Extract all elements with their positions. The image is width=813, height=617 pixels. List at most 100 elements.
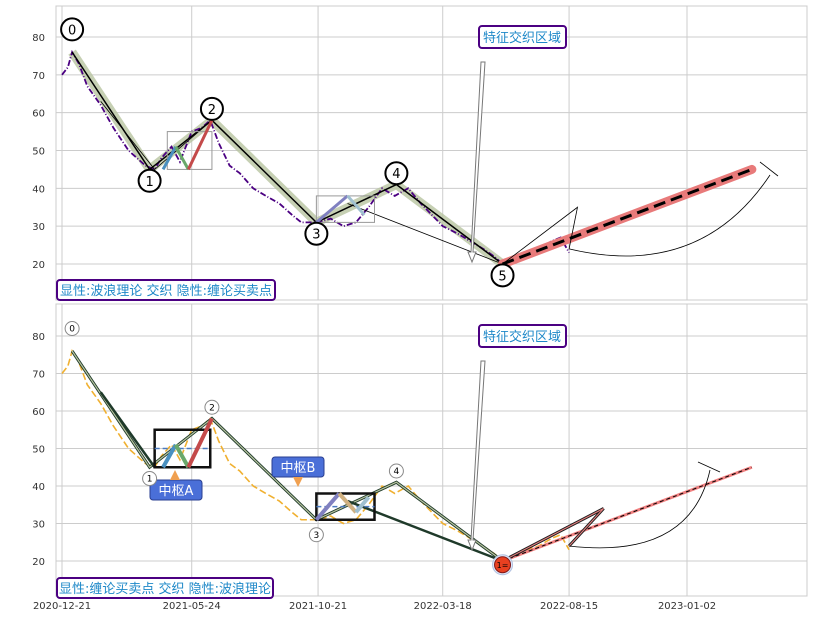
x-tick-label: 2023-01-02 <box>658 601 716 612</box>
x-tick-label: 2022-03-18 <box>414 601 472 612</box>
top-y-tick-label: 20 <box>32 260 45 271</box>
sub-wave-line <box>99 391 156 468</box>
top-y-tick-label: 40 <box>32 184 45 195</box>
arc-cap <box>759 161 779 177</box>
price-series-line <box>61 49 570 266</box>
zigzag-segment <box>173 443 191 469</box>
zigzag-segment <box>161 443 178 469</box>
zigzag-segment <box>354 495 371 514</box>
bottom-wave-label-5: 1= <box>492 554 514 576</box>
top-y-tick-label: 70 <box>32 71 45 82</box>
x-tick-label: 2021-05-24 <box>163 601 221 612</box>
wave-label-circle <box>60 17 85 42</box>
bottom-region-annotation: 特征交织区域 <box>478 324 567 348</box>
arc-cap <box>697 461 721 473</box>
projection-line <box>502 466 753 562</box>
wave-label-circle <box>388 463 404 479</box>
top-y-tick-label: 60 <box>32 109 45 120</box>
wave-series-line <box>71 350 503 562</box>
bottom-y-tick-label: 30 <box>32 520 45 531</box>
pivot-callout <box>170 470 180 480</box>
x-tick-label: 2022-08-15 <box>540 601 598 612</box>
bottom-y-tick-label: 80 <box>32 332 45 343</box>
zigzag-segment <box>174 145 190 171</box>
wave-label-text: 2 <box>208 103 216 118</box>
wave-label-circle <box>490 263 515 288</box>
sub-wave-line <box>347 203 503 265</box>
top-y-tick-label: 50 <box>32 147 45 158</box>
pivot-label-0: 中枢A <box>149 479 203 501</box>
wave-label-text: 3 <box>314 531 320 541</box>
bottom-y-ticks: 20 30 40 50 60 70 80 <box>32 332 45 568</box>
top-region-label: 特征交织区域 <box>483 30 561 46</box>
bottom-plot-frame <box>55 303 808 597</box>
top-plot-frame <box>55 5 808 301</box>
pivot-callout <box>293 477 303 487</box>
bottom-y-tick-label: 50 <box>32 445 45 456</box>
wave-label-text: 0 <box>68 23 76 38</box>
wave-label-text: 1 <box>145 175 153 190</box>
projection-line <box>502 168 753 266</box>
bottom-y-tick-label: 60 <box>32 407 45 418</box>
zigzag-segment <box>346 194 366 216</box>
wave-label-circle <box>304 221 329 246</box>
wave-label-circle <box>204 399 220 415</box>
bottom-y-tick-label: 70 <box>32 370 45 381</box>
region-arrow <box>467 360 486 552</box>
wave-label-circle <box>308 527 324 543</box>
top-grid <box>56 6 807 300</box>
zigzag-segment <box>186 417 214 469</box>
pivot-label-1: 中枢B <box>271 456 325 478</box>
top-wave-label-0: 0 <box>60 17 85 42</box>
top-wave-label-2: 2 <box>199 96 224 121</box>
top-legend-note: 显性:波浪理论 交织 隐性:缠论买卖点 <box>56 279 276 301</box>
wave-label-text: 5 <box>498 269 506 284</box>
wave-label-circle <box>384 161 409 186</box>
bottom-content: 中枢A 中枢B 0 1 2 3 4 1= <box>61 321 753 576</box>
bottom-wave-label-1: 1 <box>142 471 158 486</box>
bottom-y-tick-label: 40 <box>32 482 45 493</box>
bottom-wave-label-4: 4 <box>388 463 404 479</box>
top-y-tick-label: 30 <box>32 222 45 233</box>
zigzag-segment <box>314 492 341 522</box>
wave-label-text: 0 <box>69 325 75 335</box>
top-y-tick-label: 80 <box>32 33 45 44</box>
bottom-wave-label-0: 0 <box>64 321 80 336</box>
top-y-ticks: 20 30 40 50 60 70 80 <box>32 33 45 271</box>
pivot-label-text: 中枢A <box>159 484 194 499</box>
projection-arc <box>568 174 771 257</box>
top-region-annotation: 特征交织区域 <box>478 25 567 49</box>
sub-wave-line <box>502 508 604 562</box>
top-legend-note-text: 显性:波浪理论 交织 隐性:缠论买卖点 <box>60 283 272 299</box>
top-wave-label-5: 5 <box>490 263 515 288</box>
zigzag-segment <box>337 492 358 514</box>
bottom-legend-note: 显性:缠论买卖点 交织 隐性:波浪理论 <box>56 577 274 599</box>
wave-label-circle <box>137 168 162 193</box>
wave-label-circle <box>494 556 512 574</box>
region-arrow <box>467 61 486 264</box>
wave-label-text: 4 <box>394 467 400 477</box>
wave-label-text: 2 <box>209 403 215 413</box>
top-content: 0 1 2 3 4 5 <box>60 17 779 288</box>
projection-arc <box>569 469 711 549</box>
top-panel: 20 30 40 50 60 70 80 0 1 2 3 4 5 特征交织区域 显性:波浪理论 交织 … <box>32 5 808 301</box>
bottom-wave-label-2: 2 <box>204 399 220 415</box>
wave-label-circle <box>199 96 224 121</box>
sub-wave-line <box>502 206 579 265</box>
wave-label-text: 1 <box>147 475 153 485</box>
zigzag-segment <box>315 194 349 224</box>
wave-label-text: 4 <box>392 167 400 182</box>
zigzag-segment <box>161 145 178 171</box>
bottom-panel: 20 30 40 50 60 70 80 中枢A 中枢B 0 1 2 3 4 1= 特征交织区域 显性:缠… <box>32 303 808 599</box>
wave-label-text: 1= <box>497 561 509 570</box>
wave-label-circle <box>64 321 80 336</box>
x-tick-label: 2020-12-21 <box>33 601 91 612</box>
wave-series-line <box>71 51 503 265</box>
x-tick-label: 2021-10-21 <box>289 601 347 612</box>
x-axis-ticks: 2020-12-21 2021-05-24 2021-10-21 2022-03-18… <box>33 601 716 612</box>
wave-label-text: 3 <box>312 228 320 243</box>
bottom-legend-note-text: 显性:缠论买卖点 交织 隐性:波浪理论 <box>59 581 271 597</box>
pivot-label-text: 中枢B <box>281 461 316 476</box>
bottom-region-label: 特征交织区域 <box>483 329 561 345</box>
